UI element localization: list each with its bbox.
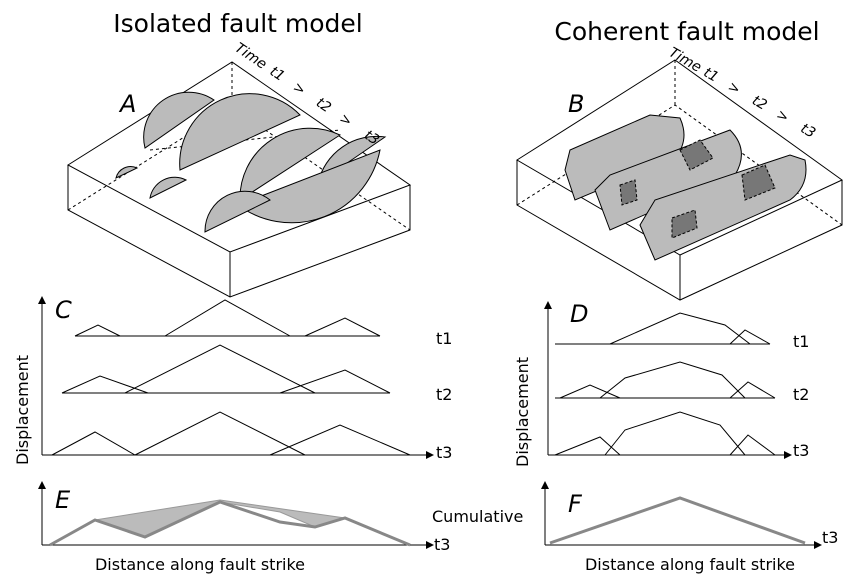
row-label: t1 <box>436 329 452 348</box>
panel-d: D Displacement t1 t2 t3 <box>513 300 809 467</box>
x-label: Distance along fault strike <box>585 555 795 574</box>
row-label: t1 <box>793 332 809 351</box>
time-label: > <box>336 111 355 131</box>
time-label: > <box>725 79 743 99</box>
x-label: Distance along fault strike <box>95 555 305 574</box>
time-label: Time <box>666 45 704 76</box>
time-label: t2 <box>749 93 770 114</box>
y-label: Displacement <box>13 355 32 465</box>
block-a: A Time t1 > t2 > t3 <box>67 40 412 298</box>
time-label: t1 <box>701 65 721 86</box>
panel-label: F <box>568 490 583 518</box>
time-label: > <box>773 107 791 127</box>
time-label: Time <box>232 40 270 73</box>
row-label: t3 <box>434 535 450 554</box>
time-label: t2 <box>313 95 334 116</box>
row-label: t3 <box>436 443 452 462</box>
title: Isolated fault model <box>113 9 362 38</box>
title: Coherent fault model <box>554 17 819 46</box>
time-label: t1 <box>267 64 288 85</box>
panel-label: B <box>568 90 584 118</box>
panel-label: E <box>55 486 71 514</box>
panel-label: A <box>118 90 136 118</box>
row-label: t2 <box>436 385 452 404</box>
series-label: Cumulative <box>432 507 523 526</box>
panel-f: F t3 Distance along fault strike <box>541 481 838 574</box>
row-label: t3 <box>822 528 838 547</box>
time-label: > <box>290 79 309 99</box>
panel-label: D <box>570 300 588 328</box>
panel-c: C Displacement t1 t2 t3 <box>13 296 452 465</box>
panel-e: E Cumulative t3 Distance along fault str… <box>38 481 523 574</box>
row-label: t2 <box>793 385 809 404</box>
y-label: Displacement <box>513 357 532 467</box>
block-b: B Time t1 > t2 > t3 <box>516 45 843 301</box>
panel-label: C <box>55 296 72 324</box>
row-label: t3 <box>793 441 809 460</box>
time-label: t3 <box>798 121 818 142</box>
